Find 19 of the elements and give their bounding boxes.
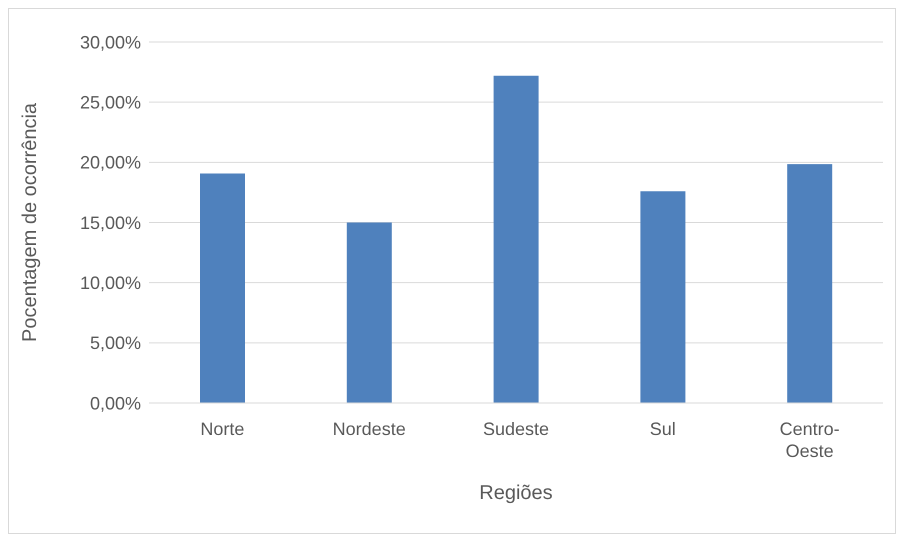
y-tick-label: 10,00% <box>80 273 141 294</box>
bar <box>200 174 245 403</box>
x-tick-label: Nordeste <box>332 419 406 439</box>
bar <box>346 222 392 403</box>
y-tick-label: 25,00% <box>80 92 141 113</box>
y-tick-label: 0,00% <box>90 393 141 414</box>
x-axis-title: Regiões <box>479 482 553 504</box>
y-tick-label: 5,00% <box>90 333 141 354</box>
x-tick-label: Norte <box>200 419 244 439</box>
y-tick-label: 20,00% <box>80 152 141 173</box>
y-tick-label: 30,00% <box>80 32 141 52</box>
x-tick-label: Sudeste <box>482 419 550 439</box>
x-tick-label: Sul <box>650 419 676 439</box>
bar <box>640 191 686 403</box>
bar <box>494 76 539 403</box>
y-tick-label: 15,00% <box>80 212 141 233</box>
bar <box>787 164 832 403</box>
x-tick-label: Centro-Oeste <box>780 419 840 461</box>
y-axis-title: Pocentagem de ocorrência <box>19 102 42 342</box>
